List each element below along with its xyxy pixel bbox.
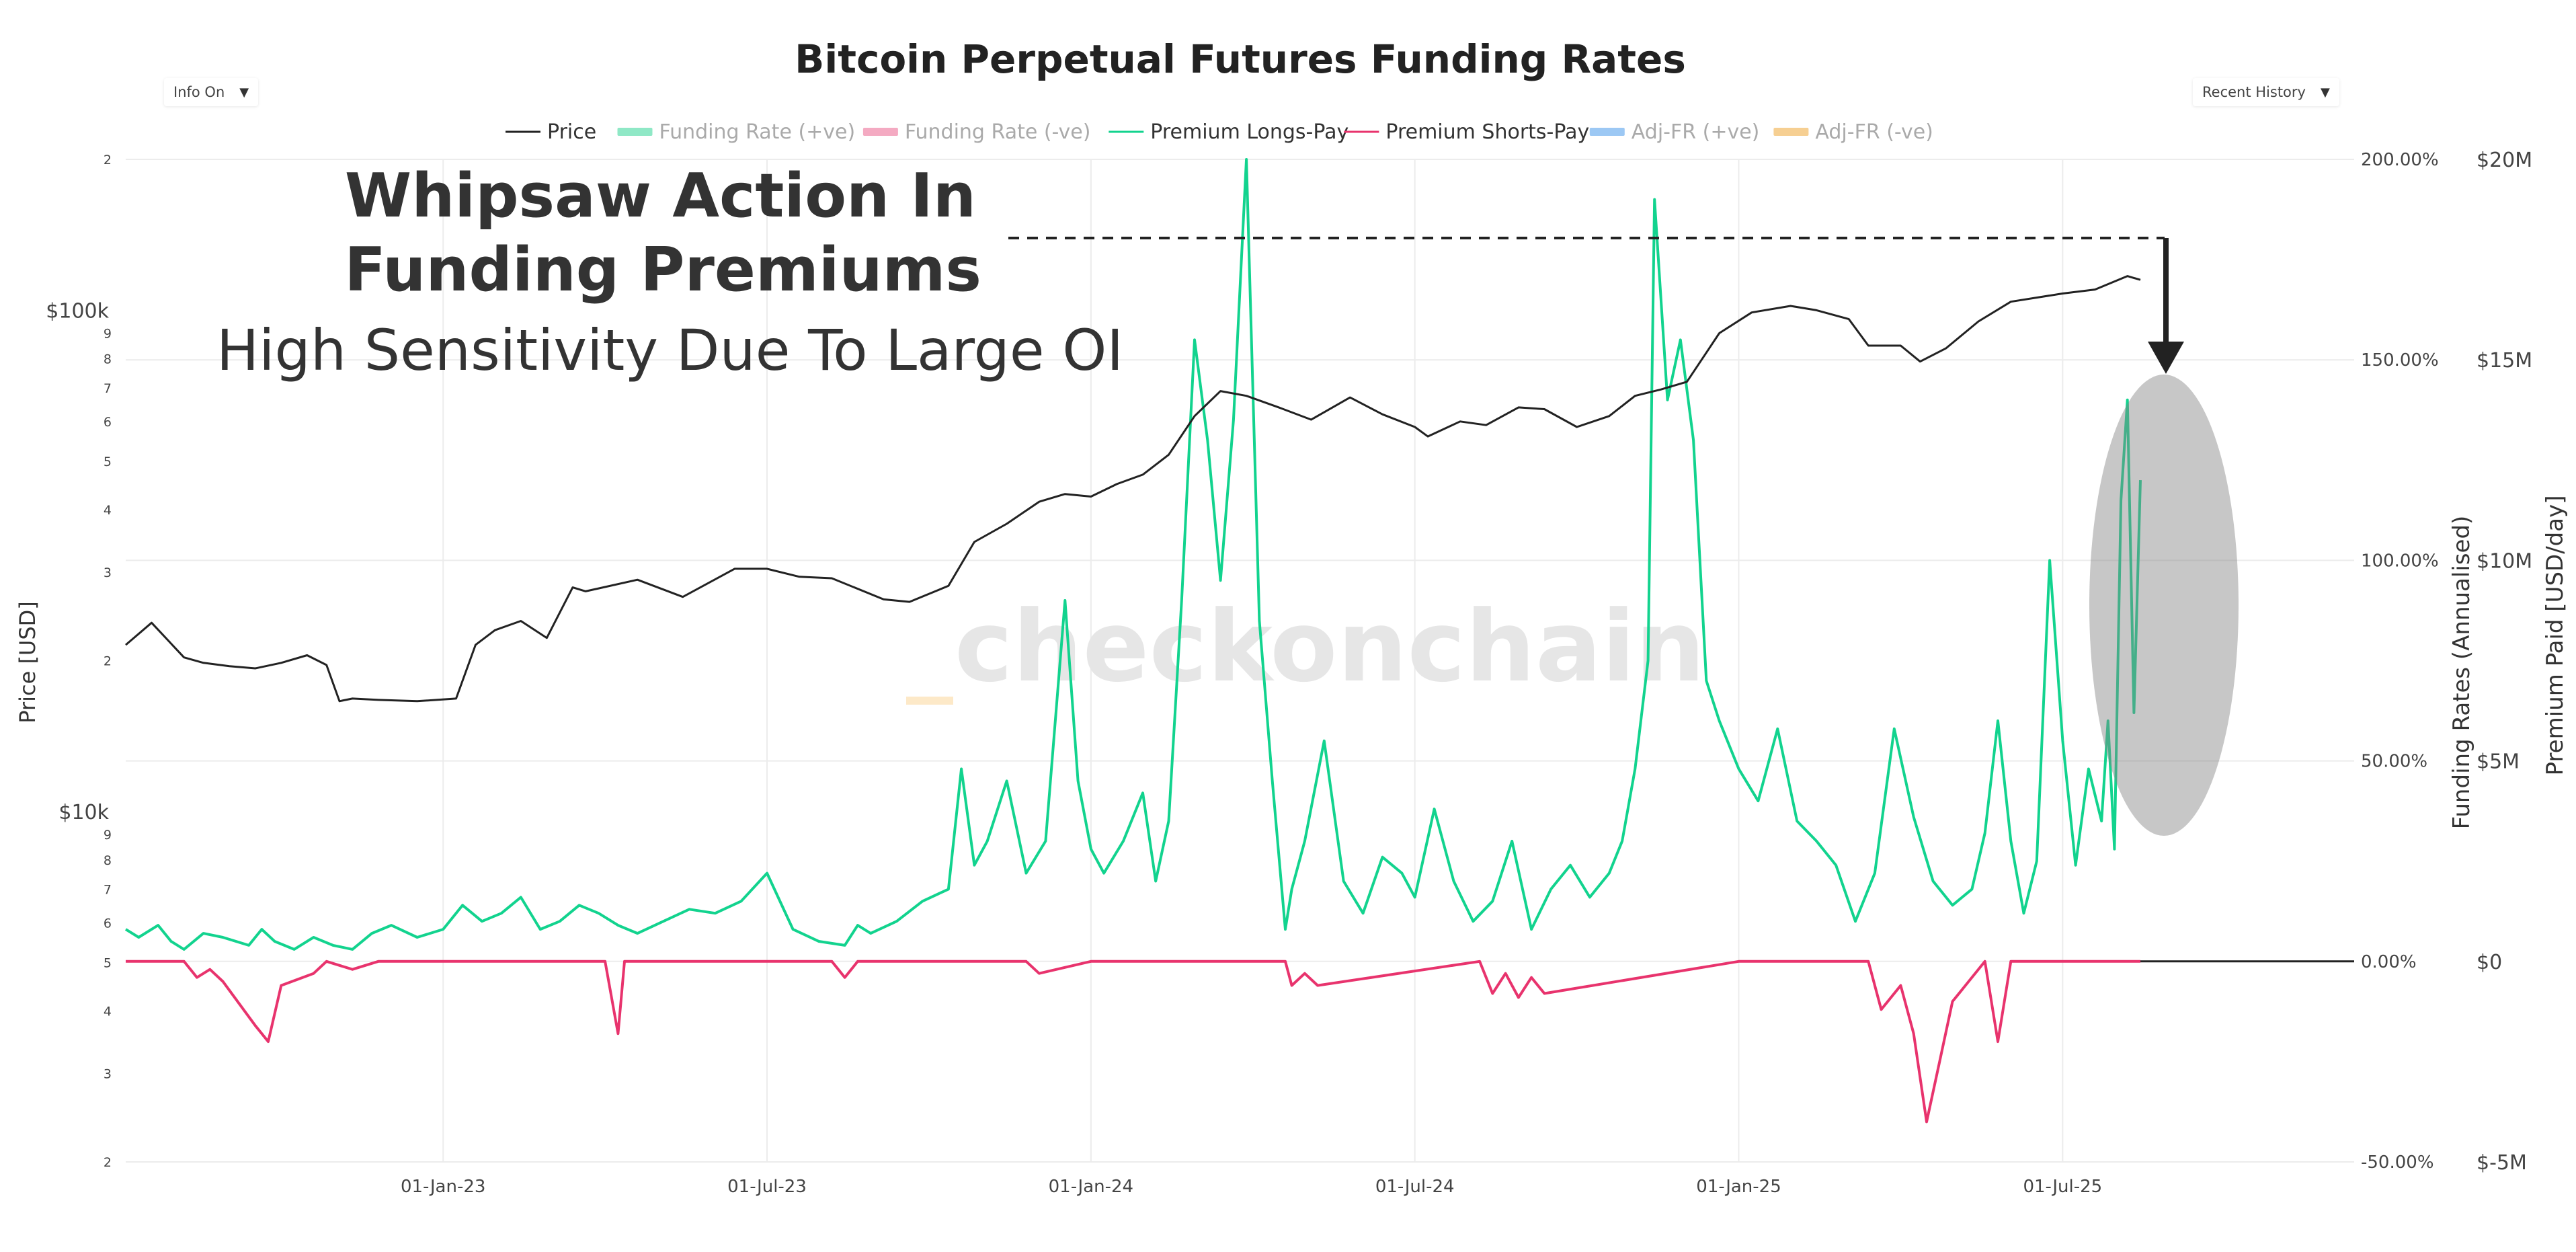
premium-longs-pay-line: [124, 158, 2142, 951]
legend-item[interactable]: Adj-FR (-ve): [1773, 120, 1933, 144]
funding-axis-title: Funding Rates (Annualised): [2448, 516, 2475, 830]
price-minor-tick-label: 7: [104, 381, 112, 396]
premium-tick-label: $0: [2477, 951, 2502, 974]
price-minor-tick-label: 7: [104, 882, 112, 897]
legend-label: Price: [547, 120, 596, 144]
price-line: [125, 275, 2141, 703]
axes-layer: 01-Jan-23 01-Jul-23 01-Jan-24 01-Jul-24 01-J…: [15, 149, 2569, 1197]
price-minor-tick-label: 5: [104, 455, 112, 469]
legend-item[interactable]: Price: [506, 120, 596, 144]
legend-label: Premium Shorts-Pay: [1385, 120, 1589, 144]
legend-bar-swatch: [1773, 128, 1809, 136]
price-minor-tick-label: 3: [104, 1067, 112, 1082]
price-minor-tick-label: 2: [104, 1155, 112, 1170]
legend-bar-swatch: [1589, 128, 1625, 136]
x-tick-label: 01-Jan-23: [401, 1177, 485, 1197]
funding-tick-label: 200.00%: [2361, 150, 2439, 170]
price-minor-tick-label: 8: [104, 853, 112, 868]
premium-tick-label: $15M: [2477, 349, 2532, 373]
premium-axis-title: Premium Paid [USD/day]: [2542, 496, 2569, 776]
legend-label: Funding Rate (-ve): [905, 120, 1091, 144]
history-dropdown-label: Recent History: [2202, 84, 2306, 100]
watermark: checkonchain: [955, 590, 1705, 704]
price-minor-tick-label: 5: [104, 955, 112, 970]
x-tick-label: 01-Jul-25: [2023, 1177, 2102, 1197]
annotation-arrow-head: [2148, 342, 2184, 374]
price-minor-tick-label: 4: [104, 503, 112, 518]
caret-down-icon: ▼: [2320, 85, 2330, 100]
legend-label: Premium Longs-Pay: [1150, 120, 1349, 144]
x-tick-label: 01-Jul-23: [727, 1177, 807, 1197]
legend: Price Funding Rate (+ve) Funding Rate (-ve…: [506, 120, 1933, 144]
funding-tick-label: 0.00%: [2361, 952, 2417, 972]
watermark-bar: [906, 697, 953, 705]
legend-bar-swatch: [862, 128, 898, 136]
headline-line2: Funding Premiums: [344, 235, 981, 305]
premium-tick-label: $10M: [2477, 549, 2532, 573]
subhead: High Sensitivity Due To Large OI: [216, 317, 1123, 383]
headline-line1: Whipsaw Action In: [345, 161, 976, 231]
info-dropdown-label: Info On: [173, 84, 225, 100]
price-minor-tick-label: 2: [104, 654, 112, 669]
legend-label: Funding Rate (+ve): [659, 120, 856, 144]
price-minor-tick-label: 6: [104, 916, 112, 931]
legend-label: Adj-FR (+ve): [1632, 120, 1760, 144]
info-dropdown[interactable]: Info On ▼: [164, 78, 259, 106]
funding-tick-label: -50.00%: [2361, 1152, 2434, 1173]
funding-tick-label: 50.00%: [2361, 752, 2427, 772]
legend-label: Adj-FR (-ve): [1815, 120, 1933, 144]
legend-item[interactable]: Adj-FR (+ve): [1589, 120, 1760, 144]
price-major-tick-label: $100k: [46, 299, 109, 323]
price-minor-tick-label: 9: [104, 828, 112, 843]
price-minor-tick-label: 2: [104, 153, 112, 167]
legend-item[interactable]: Premium Longs-Pay: [1109, 120, 1349, 144]
annotation-layer: Whipsaw Action In Funding Premiums High …: [216, 161, 2239, 836]
premium-shorts-pay-line: [126, 960, 2140, 1124]
price-minor-tick-label: 4: [104, 1005, 112, 1019]
x-tick-label: 01-Jan-25: [1696, 1177, 1781, 1197]
x-tick-label: 01-Jan-24: [1049, 1177, 1133, 1197]
price-minor-tick-label: 9: [104, 327, 112, 342]
highlight-ellipse: [2089, 375, 2239, 836]
price-axis-title: Price [USD]: [15, 601, 40, 723]
legend-item[interactable]: Funding Rate (-ve): [862, 120, 1091, 144]
legend-item[interactable]: Premium Shorts-Pay: [1344, 120, 1589, 144]
legend-bar-swatch: [617, 128, 653, 136]
price-major-tick-label: $10k: [58, 801, 109, 824]
premium-tick-label: $-5M: [2477, 1151, 2527, 1175]
price-minor-tick-label: 3: [104, 565, 112, 580]
chart-title: Bitcoin Perpetual Futures Funding Rates: [795, 36, 1686, 82]
funding-tick-label: 150.00%: [2361, 350, 2439, 370]
price-minor-tick-label: 6: [104, 415, 112, 430]
x-tick-label: 01-Jul-24: [1375, 1177, 1455, 1197]
price-minor-tick-label: 8: [104, 352, 112, 367]
legend-item[interactable]: Funding Rate (+ve): [617, 120, 856, 144]
premium-tick-label: $20M: [2477, 149, 2532, 172]
series-layer: [124, 158, 2354, 1124]
premium-tick-label: $5M: [2477, 750, 2520, 774]
caret-down-icon: ▼: [239, 85, 249, 100]
history-dropdown[interactable]: Recent History ▼: [2193, 78, 2339, 106]
funding-tick-label: 100.00%: [2361, 551, 2439, 571]
